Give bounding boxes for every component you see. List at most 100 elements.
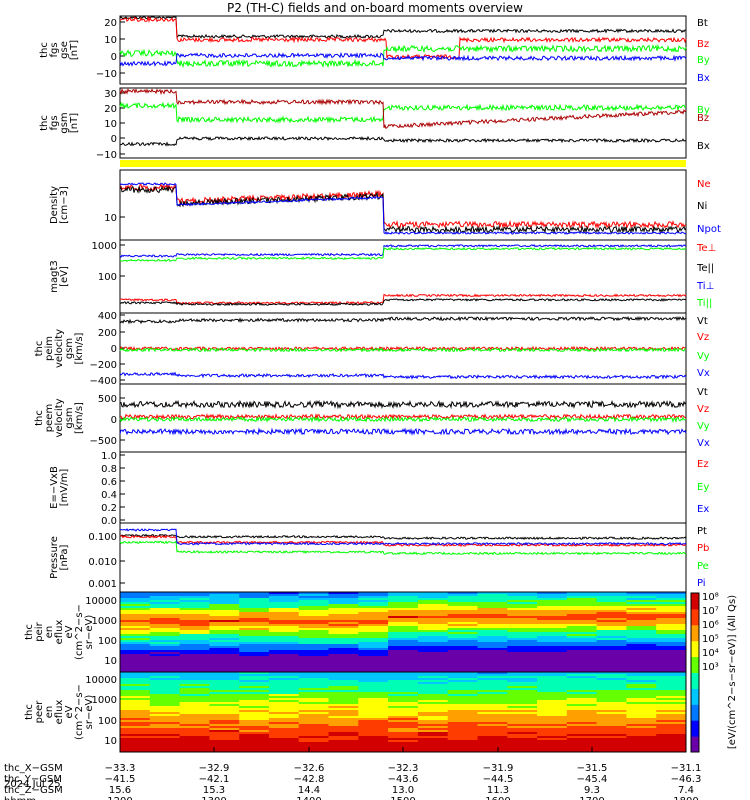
spectro-cell [179,712,210,715]
spectro-cell [298,704,329,707]
spectro-cell [328,716,359,719]
spectro-cell [537,650,568,653]
spectro-cell [537,712,568,715]
spectro-cell [417,674,449,677]
spectro-cell [596,728,627,731]
spectro-cell [596,710,627,713]
spectro-cell [507,702,538,705]
xrow-value: 7.4 [678,785,694,796]
panel-frame [119,383,687,453]
spectro-cell [328,664,359,667]
spectro-cell [149,650,181,653]
spectro-cell [388,630,419,633]
spectro-cell [596,724,627,727]
xrow-value: 15.3 [203,785,225,796]
spectro-cell [507,700,538,703]
spectro-cell [328,608,359,611]
spectro-cell [298,672,329,675]
spectro-cell [596,600,627,603]
spectro-cell [388,728,419,731]
spectro-cell [447,610,478,613]
spectro-cell [149,624,181,627]
spectro-cell [566,688,598,691]
spectro-cell [358,728,389,731]
spectro-cell [477,640,508,643]
spectro-cell [268,612,300,615]
spectro-cell [209,738,240,741]
spectro-cell [388,706,419,709]
spectro-cell [149,684,181,687]
spectro-cell [179,710,210,713]
spectro-cell [120,690,151,693]
spectro-cell [656,668,687,671]
spectro-cell [477,632,508,635]
spectro-cell [358,682,389,685]
spectro-cell [566,684,598,687]
spectro-cell [417,658,449,661]
spectro-cell [537,638,568,641]
ylabel-line: [mV/m] [59,469,70,507]
spectro-cell [417,712,449,715]
spectro-cell [566,640,598,643]
spectro-cell [626,748,657,751]
xrow-value: 1800 [673,796,698,800]
spectro-cell [268,704,300,707]
spectro-cell [268,652,300,655]
spectro-cell [507,644,538,647]
spectro-cell [388,698,419,701]
spectro-cell [537,700,568,703]
ylabel-line: peer [34,700,45,724]
ytick-label: 0 [111,52,117,63]
ylabel-line: sr−eV) [84,615,95,650]
spectro-cell [388,664,419,667]
spectro-cell [358,598,389,601]
spectro-cell [417,720,449,723]
spectro-cell [268,664,300,667]
spectro-cell [507,732,538,735]
spectro-cell [239,738,270,741]
spectro-cell [358,636,389,639]
spectro-cell [179,678,210,681]
spectro-cell [209,646,240,649]
spectro-cell [209,662,240,665]
spectro-cell [447,596,478,599]
spectro-cell [120,750,151,753]
spectro-cell [209,694,240,697]
spectro-cell [388,720,419,723]
spectro-cell [358,660,389,663]
xrow-value: −31.1 [671,763,702,774]
spectro-cell [626,674,657,677]
spectro-cell [239,686,270,689]
spectro-cell [179,680,210,683]
spectro-cell [120,748,151,751]
spectro-cell [417,730,449,733]
spectro-cell [566,682,598,685]
spectro-cell [537,720,568,723]
spectro-cell [626,648,657,651]
spectro-cell [566,698,598,701]
spectro-cell [120,616,151,619]
spectro-cell [358,678,389,681]
spectro-cell [537,702,568,705]
spectro-cell [596,652,627,655]
spectro-cell [417,664,449,667]
spectro-cell [656,624,687,627]
spectro-cell [507,682,538,685]
spectro-cell [120,672,151,675]
spectro-cell [298,622,329,625]
spectro-cell [477,652,508,655]
spectro-cell [537,740,568,743]
spectro-cell [388,636,419,639]
spectro-cell [447,646,478,649]
spectro-cell [388,712,419,715]
spectro-cell [388,632,419,635]
spectro-cell [537,646,568,649]
spectro-cell [328,612,359,615]
spectro-cell [596,742,627,745]
spectro-cell [388,708,419,711]
spectro-cell [477,620,508,623]
spectro-cell [447,680,478,683]
spectro-cell [149,730,181,733]
spectro-cell [388,634,419,637]
